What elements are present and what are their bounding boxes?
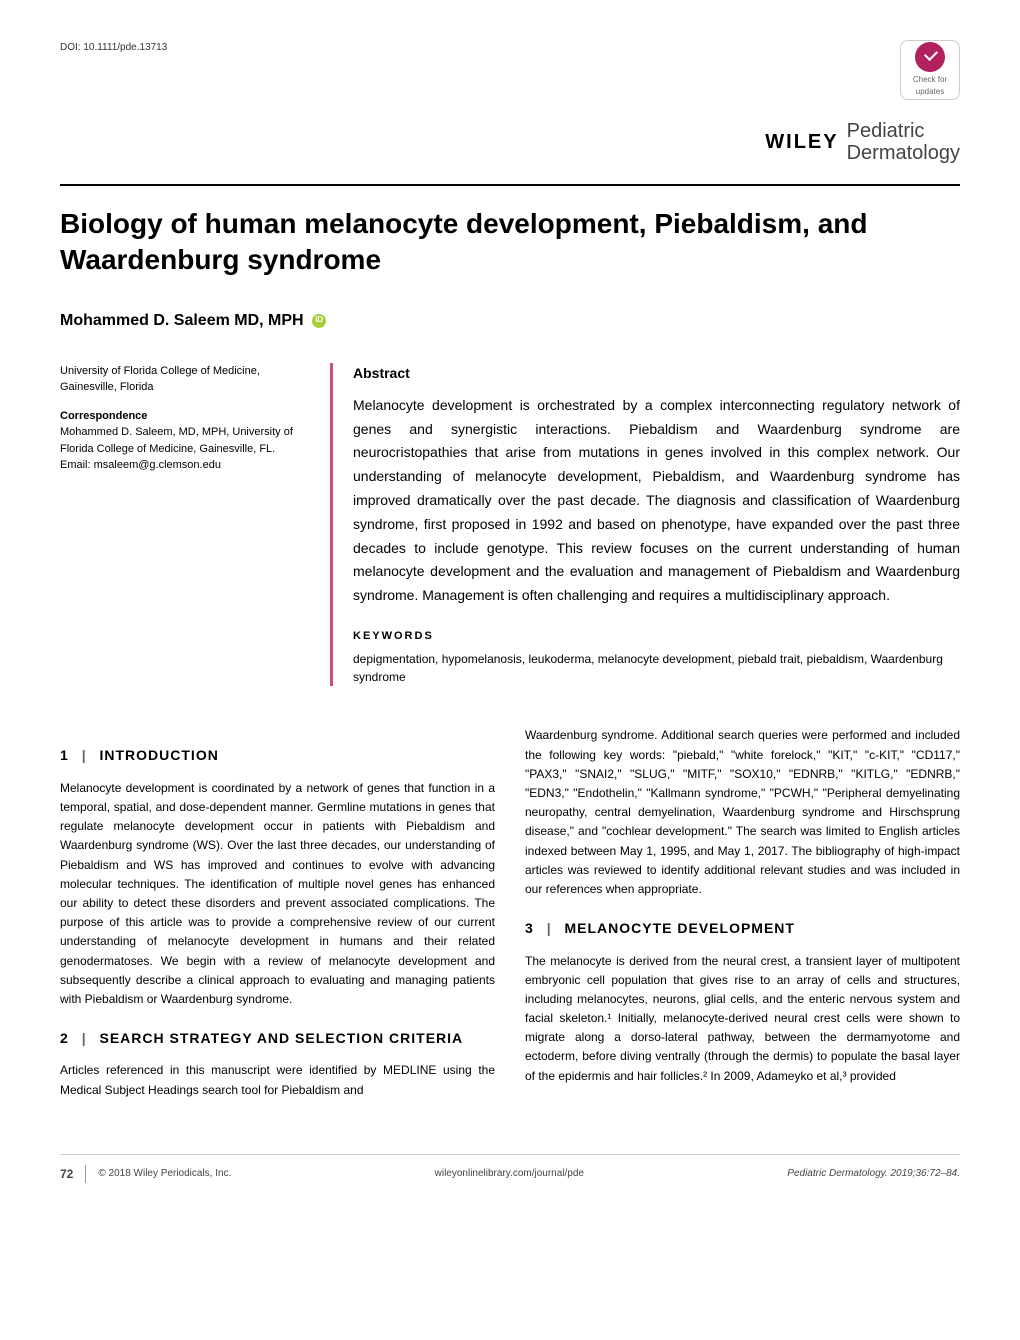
page-footer: 72 © 2018 Wiley Periodicals, Inc. wileyo… [60, 1154, 960, 1183]
section-1-title: INTRODUCTION [100, 747, 219, 763]
section-2-heading: 2 | SEARCH STRATEGY AND SELECTION CRITER… [60, 1027, 495, 1049]
doi-text: DOI: 10.1111/pde.13713 [60, 40, 167, 55]
check-label-1: Check for [913, 74, 947, 86]
right-column: Waardenburg syndrome. Additional search … [525, 726, 960, 1113]
author-text: Mohammed D. Saleem MD, MPH [60, 312, 304, 329]
section-1-heading: 1 | INTRODUCTION [60, 744, 495, 766]
affiliation: University of Florida College of Medicin… [60, 363, 310, 396]
journal-name-line2: Dermatology [847, 142, 960, 164]
author-name: Mohammed D. Saleem MD, MPH [60, 309, 960, 333]
check-updates-badge[interactable]: Check for updates [900, 40, 960, 100]
section-2-p1: Articles referenced in this manuscript w… [60, 1061, 495, 1099]
section-3-p1: The melanocyte is derived from the neura… [525, 952, 960, 1086]
section-1-num: 1 [60, 747, 69, 763]
journal-name-line1: Pediatric [847, 120, 960, 142]
correspondence-label: Correspondence [60, 410, 147, 422]
article-title: Biology of human melanocyte development,… [60, 206, 960, 279]
footer-url: wileyonlinelibrary.com/journal/pde [435, 1166, 584, 1181]
pipe-icon: | [82, 747, 87, 763]
section-2-p2: Waardenburg syndrome. Additional search … [525, 726, 960, 899]
correspondence-text: Mohammed D. Saleem, MD, MPH, University … [60, 426, 293, 455]
section-2-title: SEARCH STRATEGY AND SELECTION CRITERIA [100, 1030, 464, 1046]
correspondence-email: Email: msaleem@g.clemson.edu [60, 459, 221, 471]
section-3-heading: 3 | MELANOCYTE DEVELOPMENT [525, 917, 960, 939]
pipe-icon: | [82, 1030, 87, 1046]
title-divider [60, 184, 960, 186]
section-2-num: 2 [60, 1030, 69, 1046]
pipe-icon: | [547, 920, 552, 936]
copyright-text: © 2018 Wiley Periodicals, Inc. [98, 1166, 231, 1181]
footer-citation: Pediatric Dermatology. 2019;36:72–84. [787, 1166, 960, 1181]
section-3-num: 3 [525, 920, 534, 936]
abstract-text: Melanocyte development is orchestrated b… [353, 394, 960, 608]
author-meta: University of Florida College of Medicin… [60, 363, 330, 687]
check-icon [915, 42, 945, 72]
check-label-2: updates [916, 86, 944, 98]
section-3-title: MELANOCYTE DEVELOPMENT [565, 920, 795, 936]
abstract-heading: Abstract [353, 363, 960, 384]
journal-brand: WILEY Pediatric Dermatology [60, 120, 960, 164]
keywords-text: depigmentation, hypomelanosis, leukoderm… [353, 650, 960, 686]
orcid-icon[interactable] [312, 314, 326, 328]
page-number: 72 [60, 1165, 86, 1183]
left-column: 1 | INTRODUCTION Melanocyte development … [60, 726, 495, 1113]
publisher-logo: WILEY [765, 127, 838, 157]
section-1-p1: Melanocyte development is coordinated by… [60, 779, 495, 1009]
abstract-block: Abstract Melanocyte development is orche… [330, 363, 960, 687]
keywords-heading: KEYWORDS [353, 628, 960, 645]
